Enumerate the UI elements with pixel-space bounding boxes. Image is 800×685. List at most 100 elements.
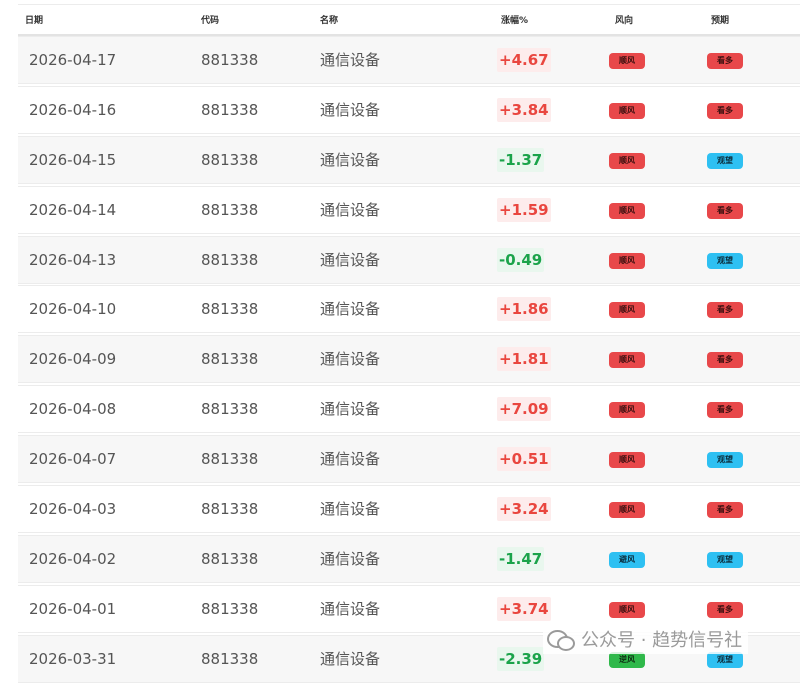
expect-badge: 看多 xyxy=(707,102,743,119)
cell-change: -1.37 xyxy=(497,147,545,172)
cell-change: +4.67 xyxy=(497,48,551,72)
wind-badge: 顺风 xyxy=(609,601,645,618)
wind-badge: 顺风 xyxy=(609,53,645,69)
cell-change: -2.39 xyxy=(497,646,545,671)
cell-date: 2026-04-14 xyxy=(29,200,117,219)
wind-badge: 顺风 xyxy=(609,452,645,469)
top-divider xyxy=(18,4,800,5)
cell-code: 881338 xyxy=(201,350,259,369)
cell-change: +3.74 xyxy=(497,596,551,621)
cell-name: 通信设备 xyxy=(320,450,381,469)
cell-name: 通信设备 xyxy=(320,300,381,319)
table-row[interactable]: 2026-04-17 881338 通信设备 +4.67 顺风 看多 xyxy=(18,36,800,84)
wind-badge: 顺风 xyxy=(609,402,645,419)
wechat-icon xyxy=(547,628,575,651)
wind-badge: 避风 xyxy=(609,551,645,568)
wind-badge: 顺风 xyxy=(609,202,645,219)
table-row[interactable]: 2026-04-16 881338 通信设备 +3.84 顺风 看多 xyxy=(18,85,800,134)
expect-badge: 看多 xyxy=(707,502,743,519)
wind-badge: 顺风 xyxy=(609,152,645,169)
header-code[interactable]: 代码 xyxy=(201,16,220,26)
cell-code: 881338 xyxy=(201,150,259,169)
cell-date: 2026-04-09 xyxy=(29,350,117,369)
table-row[interactable]: 2026-04-15 881338 通信设备 -1.37 顺风 观望 xyxy=(18,135,800,184)
table-row[interactable]: 2026-04-08 881338 通信设备 +7.09 顺风 看多 xyxy=(18,385,800,434)
cell-code: 881338 xyxy=(201,200,259,219)
header-date[interactable]: 日期 xyxy=(25,16,44,26)
cell-name: 通信设备 xyxy=(320,100,381,119)
table-header: 日期 代码 名称 涨幅% 风向 预期 xyxy=(18,0,800,36)
table-row[interactable]: 2026-04-07 881338 通信设备 +0.51 顺风 观望 xyxy=(18,435,800,484)
cell-change: +3.84 xyxy=(497,97,551,122)
watermark-text: 公众号 · 趋势信号社 xyxy=(581,630,743,651)
cell-code: 881338 xyxy=(201,500,259,519)
expect-badge: 观望 xyxy=(707,152,743,169)
cell-code: 881338 xyxy=(201,51,259,69)
cell-code: 881338 xyxy=(201,549,259,568)
cell-change: +1.86 xyxy=(497,297,551,322)
cell-date: 2026-04-01 xyxy=(29,599,117,618)
data-table: 日期 代码 名称 涨幅% 风向 预期 2026-04-17 881338 通信设备 +… xyxy=(18,0,800,685)
expect-badge: 看多 xyxy=(707,202,743,219)
cell-date: 2026-04-13 xyxy=(29,250,117,269)
cell-date: 2026-04-03 xyxy=(29,500,117,519)
cell-date: 2026-04-17 xyxy=(29,51,117,69)
table-row[interactable]: 2026-04-09 881338 通信设备 +1.81 顺风 看多 xyxy=(18,335,800,384)
cell-code: 881338 xyxy=(201,100,259,119)
expect-badge: 看多 xyxy=(707,601,743,618)
cell-name: 通信设备 xyxy=(320,200,381,219)
watermark: 公众号 · 趋势信号社 xyxy=(543,624,749,654)
cell-date: 2026-04-10 xyxy=(29,300,117,319)
expect-badge: 观望 xyxy=(707,551,743,568)
expect-badge: 观望 xyxy=(707,252,743,269)
cell-code: 881338 xyxy=(201,400,259,419)
expect-badge: 看多 xyxy=(707,352,743,369)
cell-change: +3.24 xyxy=(497,497,551,522)
expect-badge: 看多 xyxy=(707,302,743,319)
cell-code: 881338 xyxy=(201,450,259,469)
cell-name: 通信设备 xyxy=(320,649,381,668)
cell-change: +0.51 xyxy=(497,447,551,472)
expect-badge: 观望 xyxy=(707,452,743,469)
table-row[interactable]: 2026-04-13 881338 通信设备 -0.49 顺风 观望 xyxy=(18,235,800,284)
cell-change: -0.49 xyxy=(497,247,545,272)
wind-badge: 顺风 xyxy=(609,302,645,319)
cell-date: 2026-04-02 xyxy=(29,549,117,568)
cell-name: 通信设备 xyxy=(320,599,381,618)
table-row[interactable]: 2026-04-02 881338 通信设备 -1.47 避风 观望 xyxy=(18,534,800,583)
expect-badge: 观望 xyxy=(707,651,743,668)
table-body: 2026-04-17 881338 通信设备 +4.67 顺风 看多 2026-04-16 8… xyxy=(18,36,800,683)
cell-change: +7.09 xyxy=(497,397,551,422)
cell-code: 881338 xyxy=(201,649,259,668)
wind-badge: 顺风 xyxy=(609,102,645,119)
header-expect[interactable]: 预期 xyxy=(711,16,730,26)
table-row[interactable]: 2026-04-14 881338 通信设备 +1.59 顺风 看多 xyxy=(18,185,800,234)
cell-name: 通信设备 xyxy=(320,350,381,369)
cell-name: 通信设备 xyxy=(320,51,381,69)
cell-change: -1.47 xyxy=(497,546,545,571)
cell-date: 2026-04-07 xyxy=(29,450,117,469)
cell-code: 881338 xyxy=(201,250,259,269)
cell-change: +1.81 xyxy=(497,347,551,372)
wind-badge: 逆风 xyxy=(609,651,645,668)
cell-name: 通信设备 xyxy=(320,400,381,419)
cell-date: 2026-04-16 xyxy=(29,100,117,119)
header-change[interactable]: 涨幅% xyxy=(501,16,529,26)
cell-code: 881338 xyxy=(201,599,259,618)
wind-badge: 顺风 xyxy=(609,252,645,269)
cell-name: 通信设备 xyxy=(320,250,381,269)
cell-date: 2026-03-31 xyxy=(29,649,117,668)
cell-date: 2026-04-15 xyxy=(29,150,117,169)
expect-badge: 看多 xyxy=(707,53,743,69)
cell-name: 通信设备 xyxy=(320,549,381,568)
expect-badge: 看多 xyxy=(707,402,743,419)
wind-badge: 顺风 xyxy=(609,502,645,519)
cell-name: 通信设备 xyxy=(320,150,381,169)
cell-change: +1.59 xyxy=(497,197,551,222)
cell-date: 2026-04-08 xyxy=(29,400,117,419)
header-wind[interactable]: 风向 xyxy=(615,16,634,26)
header-name[interactable]: 名称 xyxy=(320,16,339,26)
table-row[interactable]: 2026-04-03 881338 通信设备 +3.24 顺风 看多 xyxy=(18,485,800,534)
cell-code: 881338 xyxy=(201,300,259,319)
table-row[interactable]: 2026-04-10 881338 通信设备 +1.86 顺风 看多 xyxy=(18,285,800,334)
